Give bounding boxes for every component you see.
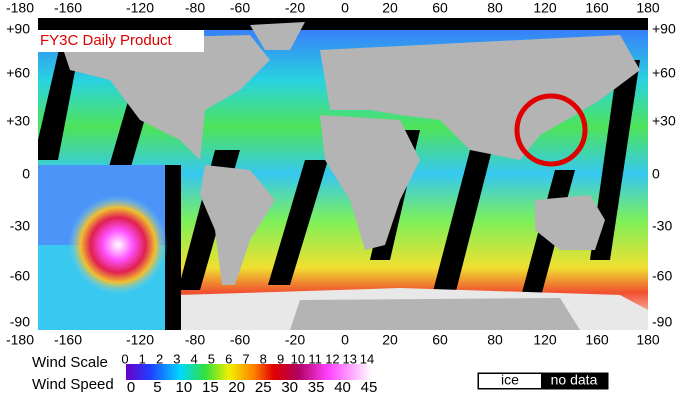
bottom-axis-label: -80 (185, 332, 205, 348)
wind-scale-value: 6 (225, 351, 232, 366)
title-box (36, 30, 204, 52)
bottom-axis-label: 80 (487, 332, 503, 348)
wind-scale-value: 7 (242, 351, 249, 366)
top-axis-label: -160 (54, 0, 82, 16)
wind-scale-value: 14 (360, 351, 374, 366)
left-axis-label: 0 (22, 166, 30, 182)
right-axis-label: +90 (652, 21, 676, 37)
right-axis-label: -60 (652, 268, 672, 284)
map-title: FY3C Daily Product (40, 32, 173, 49)
bottom-axis-label: -180 (6, 332, 34, 348)
right-axis-label: -90 (652, 314, 672, 330)
top-axis-label: 80 (487, 0, 503, 16)
wind-scale-value: 2 (156, 351, 163, 366)
bottom-axis-label: 60 (432, 332, 448, 348)
wind-speed-value: 20 (228, 379, 245, 396)
wind-scale-value: 9 (277, 351, 284, 366)
highlight-circle (514, 93, 588, 167)
bottom-axis-label: -60 (230, 332, 250, 348)
no-data-label: no data (551, 372, 598, 388)
top-axis-label: 20 (382, 0, 398, 16)
wind-speed-value: 0 (127, 379, 135, 396)
wind-scale-value: 5 (208, 351, 215, 366)
right-axis-label: -30 (652, 218, 672, 234)
wind-scale-value: 10 (291, 351, 305, 366)
wind-scale-label: Wind Scale (32, 354, 108, 371)
wind-speed-value: 40 (334, 379, 351, 396)
bottom-axis-label: 120 (533, 332, 557, 348)
wind-scale-value: 11 (308, 351, 322, 366)
wind-speed-label: Wind Speed (32, 376, 114, 393)
top-axis-label: -180 (6, 0, 34, 16)
wind-scale-value: 13 (342, 351, 356, 366)
left-axis-label: +60 (6, 65, 30, 81)
bottom-axis-label: 20 (382, 332, 398, 348)
left-axis-label: +90 (6, 21, 30, 37)
bottom-axis-label: 160 (585, 332, 609, 348)
right-axis-label: 0 (652, 166, 660, 182)
wind-scale-value: 3 (173, 351, 180, 366)
bottom-axis-label: -20 (285, 332, 305, 348)
top-axis-label: -120 (126, 0, 154, 16)
top-axis-label: 120 (533, 0, 557, 16)
wind-scale-value: 1 (139, 351, 146, 366)
top-axis-label: 180 (636, 0, 660, 16)
wind-scale-value: 8 (260, 351, 267, 366)
typhoon-inset (38, 165, 181, 330)
ice-swatch (479, 374, 541, 388)
bottom-axis-label: -120 (126, 332, 154, 348)
top-axis-label: -80 (185, 0, 205, 16)
wind-scale-value: 4 (191, 351, 198, 366)
wind-speed-value: 10 (176, 379, 193, 396)
wind-speed-value: 5 (153, 379, 161, 396)
left-axis-label: -90 (10, 314, 30, 330)
left-axis-label: +30 (6, 113, 30, 129)
left-axis-label: -60 (10, 268, 30, 284)
wind-scale-value: 12 (325, 351, 339, 366)
wind-speed-value: 45 (361, 379, 378, 396)
left-axis-label: -30 (10, 218, 30, 234)
bottom-axis-label: 180 (636, 332, 660, 348)
wind-speed-value: 15 (202, 379, 219, 396)
wind-speed-value: 25 (255, 379, 272, 396)
top-axis-label: 160 (585, 0, 609, 16)
top-axis-label: 0 (341, 0, 349, 16)
map (38, 18, 648, 330)
wind-speed-value: 35 (308, 379, 325, 396)
color-bar (126, 364, 372, 380)
wind-speed-value: 30 (281, 379, 298, 396)
bottom-axis-label: -160 (54, 332, 82, 348)
top-axis-label: 60 (432, 0, 448, 16)
right-axis-label: +30 (652, 113, 676, 129)
top-axis-label: -60 (230, 0, 250, 16)
ice-label: ice (501, 372, 519, 388)
top-axis-label: -20 (285, 0, 305, 16)
right-axis-label: +60 (652, 65, 676, 81)
bottom-axis-label: 0 (341, 332, 349, 348)
wind-scale-value: 0 (121, 351, 128, 366)
